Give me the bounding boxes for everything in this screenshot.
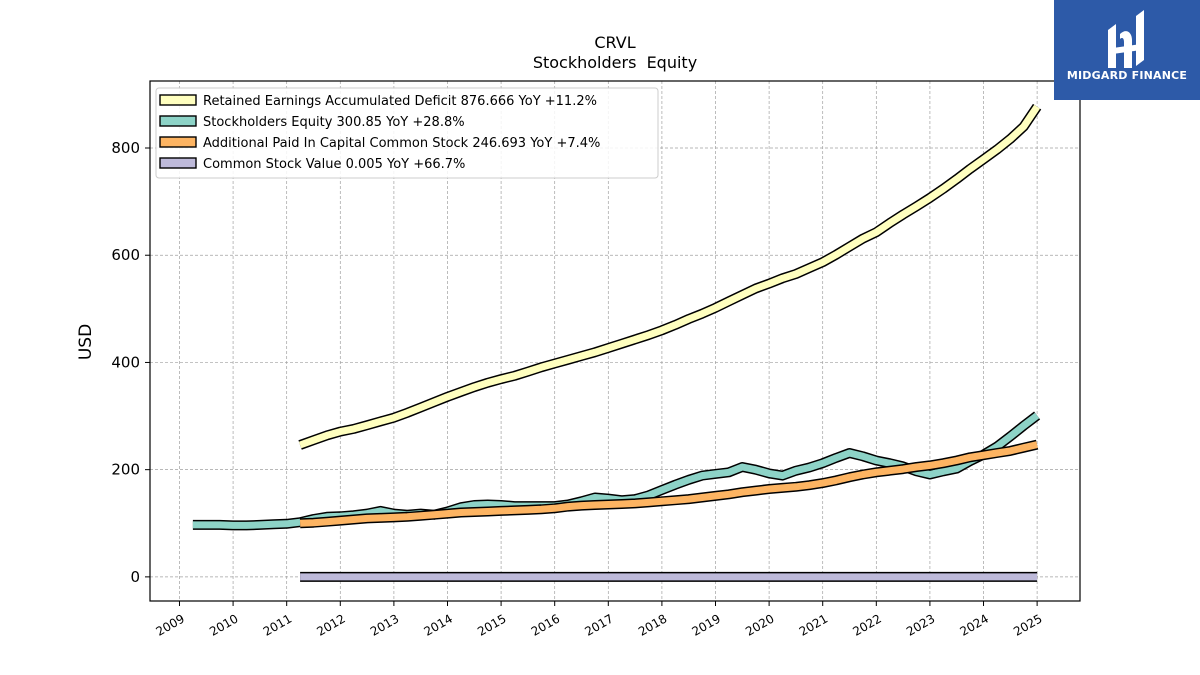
legend-box xyxy=(155,87,659,179)
series-line-2 xyxy=(299,439,1039,529)
brand-name: MIDGARD FINANCE xyxy=(1066,69,1188,82)
chart-subtitle: Stockholders Equity xyxy=(533,53,697,72)
chart-title: CRVL xyxy=(594,33,635,52)
midgard-logo-icon xyxy=(1108,10,1144,68)
x-tick-label: 2009 xyxy=(154,611,187,638)
legend-swatch-1 xyxy=(159,115,197,127)
y-tick-label: 200 xyxy=(111,461,140,479)
legend-label-0: Retained Earnings Accumulated Deficit 87… xyxy=(203,94,597,109)
legend-label-3: Common Stock Value 0.005 YoY +66.7% xyxy=(203,157,465,172)
x-tick-label: 2022 xyxy=(850,611,883,638)
legend: Retained Earnings Accumulated Deficit 87… xyxy=(155,87,659,179)
x-tick-label: 2013 xyxy=(368,611,401,638)
legend-swatch-0 xyxy=(159,94,197,106)
x-tick-label: 2020 xyxy=(743,611,776,638)
y-tick-label: 800 xyxy=(111,139,140,157)
legend-swatch-3 xyxy=(159,157,197,169)
x-tick-label: 2018 xyxy=(636,611,669,638)
y-tick-label: 600 xyxy=(111,246,140,264)
y-tick-label: 0 xyxy=(130,568,140,586)
series-stroke xyxy=(298,104,1041,449)
x-tick-label: 2025 xyxy=(1011,611,1044,638)
x-tick-label: 2014 xyxy=(422,611,455,638)
y-axis-label: USD xyxy=(76,324,96,360)
y-tick-label: 400 xyxy=(111,353,140,371)
x-tick-label: 2017 xyxy=(582,611,615,638)
legend-label-2: Additional Paid In Capital Common Stock … xyxy=(203,136,600,151)
series-line-0 xyxy=(298,103,1042,450)
x-tick-label: 2012 xyxy=(314,611,347,638)
series-layer xyxy=(192,103,1042,582)
brand-logo: MIDGARD FINANCE xyxy=(1054,0,1200,100)
legend-swatch-2 xyxy=(159,136,197,148)
legend-label-1: Stockholders Equity 300.85 YoY +28.8% xyxy=(203,115,465,130)
x-tick-label: 2021 xyxy=(797,611,830,638)
x-tick-label: 2011 xyxy=(261,611,294,638)
x-tick-label: 2015 xyxy=(475,611,508,638)
x-tick-label: 2023 xyxy=(904,611,937,638)
x-tick-label: 2016 xyxy=(529,611,562,638)
x-tick-label: 2019 xyxy=(690,611,723,638)
series-stroke xyxy=(299,441,1038,527)
plot-frame xyxy=(149,80,1081,602)
x-tick-label: 2024 xyxy=(958,611,991,638)
x-tick-label: 2010 xyxy=(207,611,240,638)
